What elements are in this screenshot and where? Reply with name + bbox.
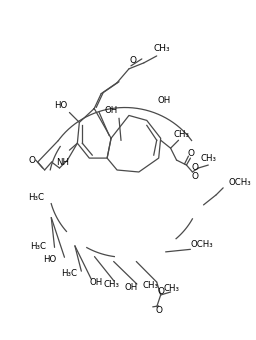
Text: OH: OH: [104, 106, 118, 115]
Text: OCH₃: OCH₃: [228, 178, 251, 187]
Text: HO: HO: [43, 255, 57, 264]
Text: O: O: [155, 306, 162, 315]
Text: CH₃: CH₃: [164, 284, 180, 292]
Text: HO: HO: [54, 101, 67, 110]
Text: NH: NH: [56, 157, 69, 167]
Text: O: O: [192, 172, 199, 182]
Text: CH₃: CH₃: [103, 279, 119, 289]
Text: H₃C: H₃C: [28, 193, 44, 202]
Text: OH: OH: [89, 277, 102, 287]
Text: CH₃: CH₃: [153, 45, 170, 53]
Text: OCH₃: OCH₃: [190, 240, 213, 249]
Text: H₃C: H₃C: [31, 242, 47, 251]
Text: O: O: [28, 156, 35, 165]
Text: H₃C: H₃C: [61, 269, 77, 278]
Text: O: O: [129, 56, 136, 65]
Text: O: O: [192, 163, 199, 171]
Text: CH₃: CH₃: [174, 130, 189, 139]
Text: O: O: [188, 149, 195, 158]
Text: CH₃: CH₃: [143, 280, 159, 290]
Text: CH₃: CH₃: [200, 154, 216, 163]
Text: O: O: [157, 288, 164, 296]
Text: OH: OH: [124, 283, 137, 291]
Text: OH: OH: [157, 96, 170, 105]
